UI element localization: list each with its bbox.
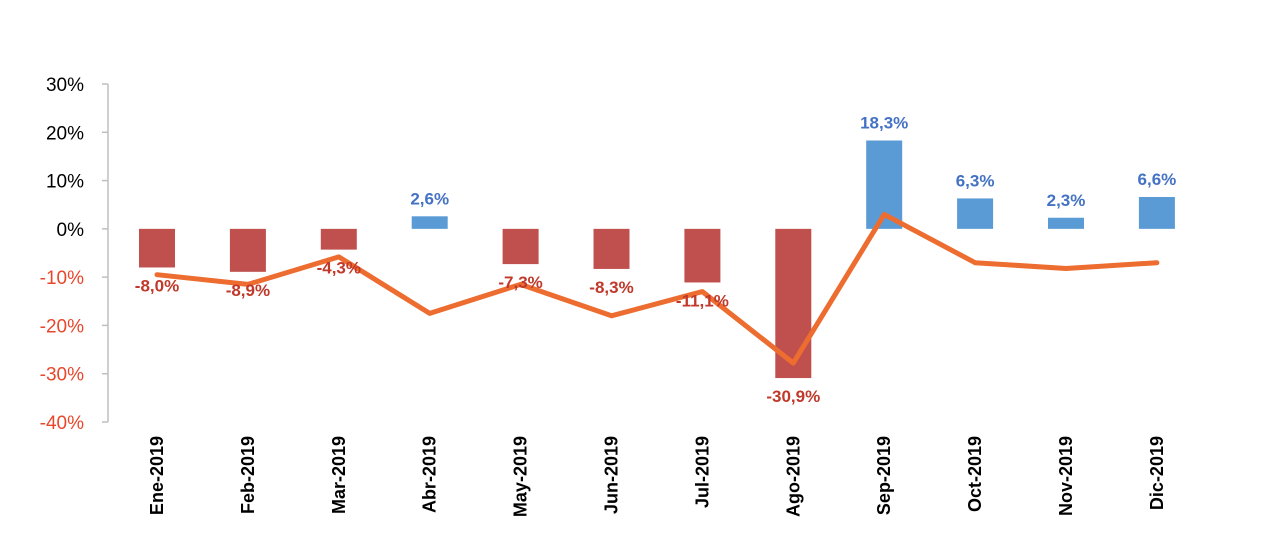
bar bbox=[411, 216, 448, 229]
x-tick-label: Feb-2019 bbox=[238, 436, 258, 514]
y-axis: 30% 20% 10% 0% -10% -20% -30% -40% bbox=[40, 75, 109, 434]
x-tick-label: Ago-2019 bbox=[783, 436, 803, 517]
bar bbox=[139, 228, 175, 268]
data-label: -7,3% bbox=[498, 273, 542, 292]
bar bbox=[1048, 217, 1084, 229]
bar bbox=[320, 228, 357, 250]
bar bbox=[1138, 196, 1175, 229]
y-tick-label: -10% bbox=[40, 268, 84, 289]
bar bbox=[502, 228, 539, 265]
data-label: -8,0% bbox=[135, 276, 179, 295]
y-tick-label: 20% bbox=[46, 123, 84, 144]
data-label: -8,3% bbox=[589, 278, 633, 297]
x-tick-label: Mar-2019 bbox=[329, 436, 349, 514]
bar bbox=[593, 228, 630, 269]
y-tick-label: 10% bbox=[46, 172, 84, 193]
data-labels: -8,0% -8,9% -4,3% 2,6% -7,3% -8,3% -11,1% -30,9… bbox=[135, 113, 1176, 406]
data-label: 18,3% bbox=[860, 113, 908, 132]
y-tick-label: 0% bbox=[57, 220, 85, 241]
y-tick-label: 30% bbox=[46, 75, 84, 96]
data-label: -30,9% bbox=[766, 387, 820, 406]
x-tick-label: Ene-2019 bbox=[147, 436, 167, 515]
data-label: 6,6% bbox=[1138, 170, 1177, 189]
data-label: 2,3% bbox=[1047, 191, 1086, 210]
bar bbox=[229, 228, 266, 272]
data-label: -11,1% bbox=[676, 291, 729, 310]
x-tick-label: Nov-2019 bbox=[1056, 436, 1076, 516]
y-tick-label: -30% bbox=[40, 365, 84, 386]
line-series bbox=[154, 211, 1160, 366]
x-axis: Ene-2019 Feb-2019 Mar-2019 Abr-2019 May-2019… bbox=[147, 436, 1167, 517]
x-tick-label: Jul-2019 bbox=[692, 436, 712, 508]
y-tick-label: -40% bbox=[40, 413, 84, 434]
x-tick-label: Sep-2019 bbox=[874, 436, 894, 515]
x-tick-label: Dic-2019 bbox=[1147, 436, 1167, 510]
y-tick-label: -20% bbox=[40, 316, 84, 337]
bar bbox=[684, 228, 721, 283]
x-tick-label: Jun-2019 bbox=[602, 436, 622, 514]
bars bbox=[139, 140, 1175, 379]
x-tick-label: May-2019 bbox=[511, 436, 531, 517]
bar bbox=[957, 198, 994, 229]
data-label: 2,6% bbox=[410, 189, 449, 208]
x-tick-label: Oct-2019 bbox=[965, 436, 985, 512]
data-label: -4,3% bbox=[317, 259, 361, 278]
x-tick-label: Abr-2019 bbox=[420, 436, 440, 513]
line-series-path bbox=[154, 211, 1160, 366]
data-label: 6,3% bbox=[956, 171, 995, 190]
data-label: -8,9% bbox=[226, 281, 270, 300]
